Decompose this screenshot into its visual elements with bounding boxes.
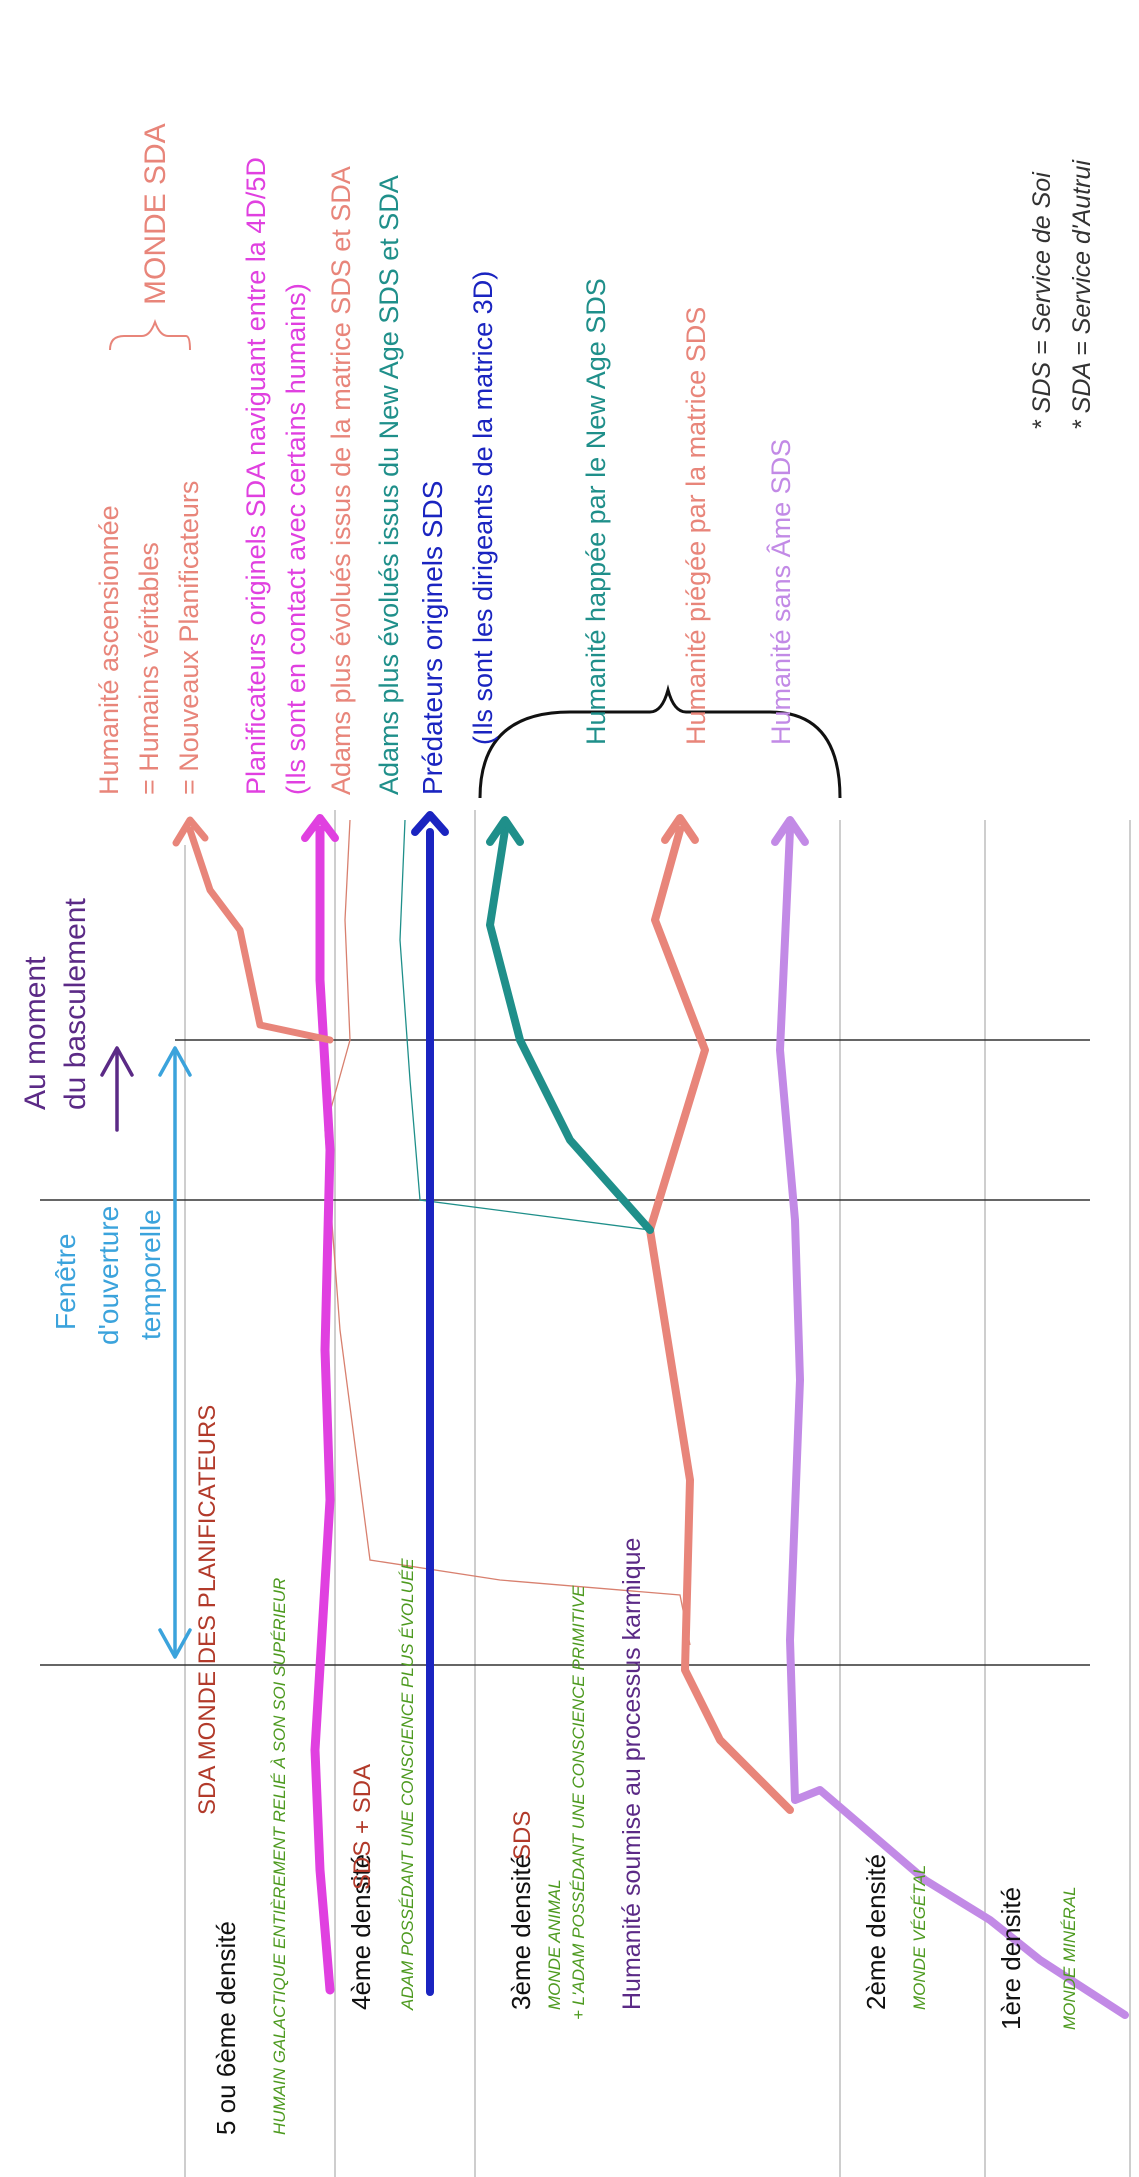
trajectories: [172, 811, 1129, 2019]
newage-label: Humanité happée par le New Age SDS: [581, 278, 611, 745]
arrowhead-ascended: [172, 816, 209, 847]
level5-note: HUMAIN GALACTIQUE ENTIÈREMENT RELIÉ À SO…: [270, 1578, 289, 2135]
level3-karmic: Humanité soumise au processus karmique: [618, 1538, 646, 2010]
trapped-label: Humanité piégée par la matrice SDS: [681, 307, 711, 745]
window-label-1: Fenêtre: [50, 1234, 81, 1331]
level1-note: MONDE MINÉRAL: [1060, 1886, 1079, 2030]
label-layer: 5 ou 6ème densité HUMAIN GALACTIQUE ENTI…: [19, 123, 1096, 2135]
monde-sda-label: MONDE SDA: [139, 123, 172, 305]
trajectory-soulless: [776, 826, 1129, 2019]
legend-sds: * SDS = Service de Soi: [1028, 171, 1056, 430]
window-label-2: d'ouverture: [93, 1206, 124, 1345]
predators-label-2: (Ils sont les dirigeants de la matrice 3…: [468, 271, 498, 745]
soulless-label: Humanité sans Âme SDS: [765, 439, 796, 745]
ascended-label-3: = Nouveaux Planificateurs: [174, 481, 204, 795]
connector-newage: [399, 819, 651, 1231]
level3-note1: MONDE ANIMAL: [545, 1879, 564, 2010]
bracket-humanity: [478, 684, 842, 799]
arrowhead-humanity: [661, 814, 699, 844]
level3-world: SDS: [509, 1811, 536, 1860]
density-grid: [184, 810, 1131, 2177]
window-arrow: [158, 1046, 192, 1659]
moment-arrow: [100, 1046, 134, 1132]
arrowhead-newage: [486, 816, 524, 846]
ascended-label-2: = Humains véritables: [134, 542, 164, 795]
moment-label-1: Au moment: [19, 956, 52, 1110]
bracket-monde-sda: [109, 319, 191, 351]
arrowhead-soulless: [771, 816, 809, 846]
legend-sda: * SDA = Service d'Autrui: [1068, 159, 1096, 430]
connector-matrix: [324, 819, 691, 1646]
ascended-label-1: Humanité ascensionnée: [94, 505, 124, 795]
moment-label-2: du basculement: [59, 898, 92, 1110]
level2-note: MONDE VÉGÉTAL: [910, 1865, 929, 2010]
window-label-3: temporelle: [135, 1209, 166, 1340]
trajectory-humanity: [646, 826, 794, 1814]
level5-label: 5 ou 6ème densité: [211, 1921, 241, 2135]
level2-label: 2ème densité: [861, 1854, 891, 2010]
level4-world: SDS + SDA: [349, 1764, 376, 1890]
level1-label: 1ère densité: [996, 1887, 1026, 2030]
level3-note2: + L'ADAM POSSÉDANT UNE CONSCIENCE PRIMIT…: [569, 1585, 588, 2020]
planners-label-2: (Ils sont en contact avec certains humai…: [281, 283, 311, 795]
planners-label-1: Planificateurs originels SDA naviguant e…: [241, 157, 271, 795]
predators-label-1: Prédateurs originels SDS: [417, 481, 448, 795]
adams-matrix-label: Adams plus évolués issus de la matrice S…: [326, 166, 356, 795]
level4-label: 4ème densité: [346, 1854, 376, 2010]
connector-lines: [324, 819, 691, 1646]
level5-world: SDA MONDE DES PLANIFICATEURS: [194, 1405, 221, 1815]
arrowhead-predators: [411, 811, 449, 836]
adams-newage-label: Adams plus évolués issus du New Age SDS …: [374, 175, 404, 795]
trajectory-planners: [310, 825, 335, 1995]
arrowhead-planners: [301, 814, 339, 842]
trajectory-ascended: [186, 826, 334, 1044]
level3-label: 3ème densité: [506, 1854, 536, 2010]
time-arrows: [100, 1046, 192, 1659]
level4-note: ADAM POSSÉDANT UNE CONSCIENCE PLUS ÉVOLU…: [398, 1558, 417, 2011]
brackets: [109, 319, 842, 799]
trajectory-newage: [486, 826, 654, 1234]
